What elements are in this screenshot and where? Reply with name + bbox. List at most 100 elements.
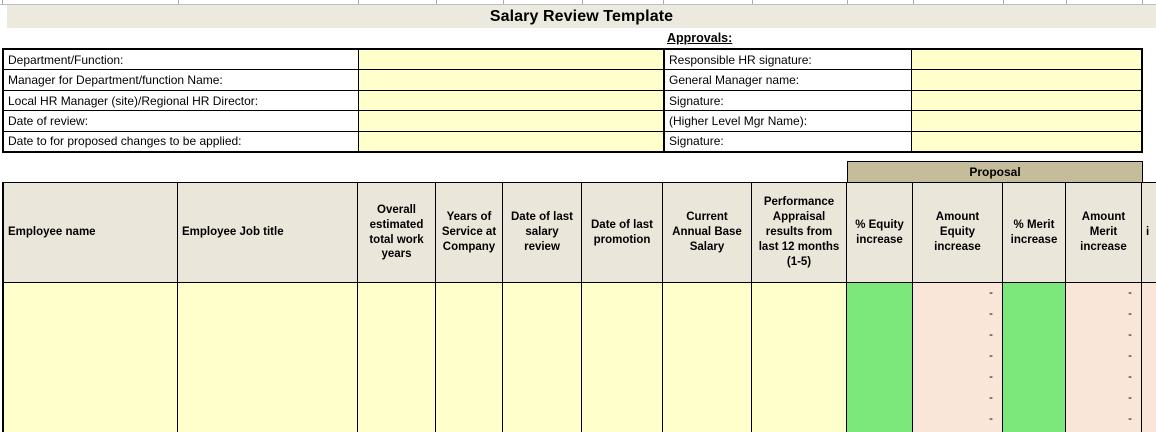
signature-2-input[interactable] (911, 131, 1141, 152)
manager-name-input[interactable] (358, 70, 663, 90)
cell-row1-%-equity-increase[interactable] (847, 304, 913, 326)
cell-row7-amount-equity-increase[interactable]: - (913, 430, 1003, 432)
cell-row3-i[interactable] (1142, 346, 1156, 368)
cell-row1-current-annual-base-salary[interactable] (663, 304, 752, 326)
cell-row0-%-equity-increase[interactable] (847, 283, 913, 305)
cell-row5-i[interactable] (1142, 388, 1156, 410)
department-function-input[interactable] (358, 50, 663, 70)
cell-row2-performance-appraisal-results-from-last-12-months-1-5[interactable] (752, 325, 847, 347)
cell-row3-amount-merit-increase[interactable]: - (1066, 346, 1142, 368)
cell-row7-employee-name[interactable] (2, 430, 178, 432)
cell-row1-%-merit-increase[interactable] (1003, 304, 1066, 326)
cell-row5-%-merit-increase[interactable] (1003, 388, 1066, 410)
cell-row7-%-merit-increase[interactable] (1003, 430, 1066, 432)
cell-row3-employee-job-title[interactable] (178, 346, 358, 368)
cell-row7-%-equity-increase[interactable] (847, 430, 913, 432)
cell-row4-employee-job-title[interactable] (178, 367, 358, 389)
cell-row4-current-annual-base-salary[interactable] (663, 367, 752, 389)
cell-row5-date-of-last-promotion[interactable] (582, 388, 663, 410)
cell-row2-years-of-service-at-company[interactable] (436, 325, 503, 347)
cell-row0-overall-estimated-total-work-years[interactable] (358, 283, 436, 305)
cell-row1-employee-name[interactable] (2, 304, 178, 326)
cell-row7-current-annual-base-salary[interactable] (663, 430, 752, 432)
cell-row6-date-of-last-salary-review[interactable] (503, 409, 582, 431)
cell-row4-i[interactable] (1142, 367, 1156, 389)
cell-row4-amount-merit-increase[interactable]: - (1066, 367, 1142, 389)
higher-level-mgr-name-input[interactable] (911, 111, 1141, 131)
cell-row2-amount-equity-increase[interactable]: - (913, 325, 1003, 347)
cell-row1-amount-equity-increase[interactable]: - (913, 304, 1003, 326)
cell-row4-%-equity-increase[interactable] (847, 367, 913, 389)
cell-row3-date-of-last-promotion[interactable] (582, 346, 663, 368)
cell-row6-current-annual-base-salary[interactable] (663, 409, 752, 431)
cell-row1-performance-appraisal-results-from-last-12-months-1-5[interactable] (752, 304, 847, 326)
cell-row1-date-of-last-promotion[interactable] (582, 304, 663, 326)
cell-row6-amount-merit-increase[interactable]: - (1066, 409, 1142, 431)
cell-row1-i[interactable] (1142, 304, 1156, 326)
cell-row2-date-of-last-promotion[interactable] (582, 325, 663, 347)
cell-row5-amount-merit-increase[interactable]: - (1066, 388, 1142, 410)
cell-row3-employee-name[interactable] (2, 346, 178, 368)
cell-row0-employee-name[interactable] (2, 283, 178, 305)
cell-row1-overall-estimated-total-work-years[interactable] (358, 304, 436, 326)
cell-row6-i[interactable] (1142, 409, 1156, 431)
cell-row6-overall-estimated-total-work-years[interactable] (358, 409, 436, 431)
cell-row1-date-of-last-salary-review[interactable] (503, 304, 582, 326)
cell-row5-employee-name[interactable] (2, 388, 178, 410)
cell-row7-employee-job-title[interactable] (178, 430, 358, 432)
cell-row5-amount-equity-increase[interactable]: - (913, 388, 1003, 410)
cell-row2-date-of-last-salary-review[interactable] (503, 325, 582, 347)
cell-row2-overall-estimated-total-work-years[interactable] (358, 325, 436, 347)
cell-row6-%-equity-increase[interactable] (847, 409, 913, 431)
cell-row3-performance-appraisal-results-from-last-12-months-1-5[interactable] (752, 346, 847, 368)
cell-row0-date-of-last-promotion[interactable] (582, 283, 663, 305)
cell-row7-years-of-service-at-company[interactable] (436, 430, 503, 432)
date-applied-input[interactable] (358, 131, 663, 152)
general-manager-name-input[interactable] (911, 70, 1141, 90)
cell-row5-performance-appraisal-results-from-last-12-months-1-5[interactable] (752, 388, 847, 410)
cell-row2-%-equity-increase[interactable] (847, 325, 913, 347)
cell-row2-employee-name[interactable] (2, 325, 178, 347)
cell-row2-i[interactable] (1142, 325, 1156, 347)
cell-row0-performance-appraisal-results-from-last-12-months-1-5[interactable] (752, 283, 847, 305)
cell-row0-current-annual-base-salary[interactable] (663, 283, 752, 305)
cell-row4-date-of-last-salary-review[interactable] (503, 367, 582, 389)
cell-row6-performance-appraisal-results-from-last-12-months-1-5[interactable] (752, 409, 847, 431)
cell-row1-amount-merit-increase[interactable]: - (1066, 304, 1142, 326)
cell-row6-employee-job-title[interactable] (178, 409, 358, 431)
cell-row0-employee-job-title[interactable] (178, 283, 358, 305)
cell-row4-%-merit-increase[interactable] (1003, 367, 1066, 389)
cell-row5-current-annual-base-salary[interactable] (663, 388, 752, 410)
cell-row6-years-of-service-at-company[interactable] (436, 409, 503, 431)
cell-row2-employee-job-title[interactable] (178, 325, 358, 347)
cell-row6-employee-name[interactable] (2, 409, 178, 431)
cell-row3-years-of-service-at-company[interactable] (436, 346, 503, 368)
cell-row0-amount-equity-increase[interactable]: - (913, 283, 1003, 305)
cell-row6-date-of-last-promotion[interactable] (582, 409, 663, 431)
cell-row0-date-of-last-salary-review[interactable] (503, 283, 582, 305)
cell-row2-%-merit-increase[interactable] (1003, 325, 1066, 347)
cell-row0-amount-merit-increase[interactable]: - (1066, 283, 1142, 305)
cell-row3-current-annual-base-salary[interactable] (663, 346, 752, 368)
cell-row7-performance-appraisal-results-from-last-12-months-1-5[interactable] (752, 430, 847, 432)
cell-row4-performance-appraisal-results-from-last-12-months-1-5[interactable] (752, 367, 847, 389)
cell-row6-%-merit-increase[interactable] (1003, 409, 1066, 431)
cell-row4-years-of-service-at-company[interactable] (436, 367, 503, 389)
cell-row3-%-equity-increase[interactable] (847, 346, 913, 368)
cell-row2-amount-merit-increase[interactable]: - (1066, 325, 1142, 347)
cell-row5-employee-job-title[interactable] (178, 388, 358, 410)
cell-row7-date-of-last-promotion[interactable] (582, 430, 663, 432)
cell-row5-date-of-last-salary-review[interactable] (503, 388, 582, 410)
cell-row5-%-equity-increase[interactable] (847, 388, 913, 410)
cell-row7-amount-merit-increase[interactable]: - (1066, 430, 1142, 432)
cell-row7-date-of-last-salary-review[interactable] (503, 430, 582, 432)
cell-row0-years-of-service-at-company[interactable] (436, 283, 503, 305)
cell-row4-overall-estimated-total-work-years[interactable] (358, 367, 436, 389)
cell-row1-years-of-service-at-company[interactable] (436, 304, 503, 326)
cell-row6-amount-equity-increase[interactable]: - (913, 409, 1003, 431)
cell-row0-i[interactable] (1142, 283, 1156, 305)
local-hr-manager-input[interactable] (358, 90, 663, 111)
cell-row5-overall-estimated-total-work-years[interactable] (358, 388, 436, 410)
cell-row3-amount-equity-increase[interactable]: - (913, 346, 1003, 368)
cell-row7-overall-estimated-total-work-years[interactable] (358, 430, 436, 432)
